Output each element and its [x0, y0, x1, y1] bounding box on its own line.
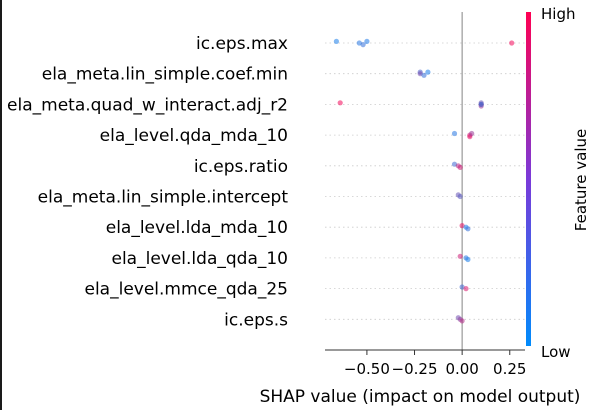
shap-point	[459, 318, 465, 324]
x-tick-label: −0.25	[392, 360, 438, 378]
feature-label: ela_level.lda_qda_10	[112, 249, 289, 269]
x-axis-ticks: −0.50 −0.25 0.00 0.25	[344, 350, 526, 378]
shap-point	[469, 130, 475, 137]
feature-label: ic.eps.max	[196, 34, 288, 54]
shap-point	[337, 100, 343, 106]
shap-point	[457, 164, 463, 170]
shap-point	[364, 38, 370, 45]
feature-label: ic.eps.ratio	[194, 157, 288, 177]
colorbar-low-label: Low	[541, 343, 571, 361]
feature-label: ela_meta.quad_w_interact.adj_r2	[7, 95, 288, 115]
feature-label: ela_meta.lin_simple.coef.min	[42, 65, 288, 85]
feature-label: ela_level.mmce_qda_25	[85, 280, 289, 300]
shap-point	[360, 42, 366, 48]
shap-point	[421, 72, 427, 78]
colorbar-title: Feature value	[572, 129, 590, 231]
shap-points	[333, 38, 515, 324]
shap-point	[459, 284, 465, 290]
feature-labels: ic.eps.max ela_meta.lin_simple.coef.minel…	[7, 34, 288, 330]
shap-point	[333, 38, 339, 45]
colorbar-high-label: High	[541, 5, 575, 23]
shap-point	[425, 69, 431, 75]
feature-gridlines	[325, 42, 525, 320]
colorbar	[526, 12, 531, 346]
left-edge-bar	[0, 0, 2, 410]
shap-point	[459, 223, 465, 229]
x-tick-label: −0.50	[344, 360, 390, 378]
feature-label: ela_meta.lin_simple.intercept	[38, 188, 289, 208]
shap-point	[457, 253, 463, 259]
x-tick-label: 0.00	[445, 360, 478, 378]
feature-label: ela_level.qda_mda_10	[100, 126, 288, 146]
shap-point	[478, 101, 484, 107]
x-tick-label: 0.25	[493, 360, 526, 378]
x-axis-label: SHAP value (impact on model output)	[260, 387, 581, 407]
shap-point	[465, 226, 471, 232]
shap-point	[451, 130, 458, 137]
shap-point	[509, 40, 515, 46]
feature-label: ela_level.lda_mda_10	[106, 218, 288, 238]
shap-point	[457, 193, 463, 200]
shap-point	[465, 256, 471, 263]
feature-label: ic.eps.s	[224, 310, 288, 330]
shap-point	[463, 286, 469, 292]
